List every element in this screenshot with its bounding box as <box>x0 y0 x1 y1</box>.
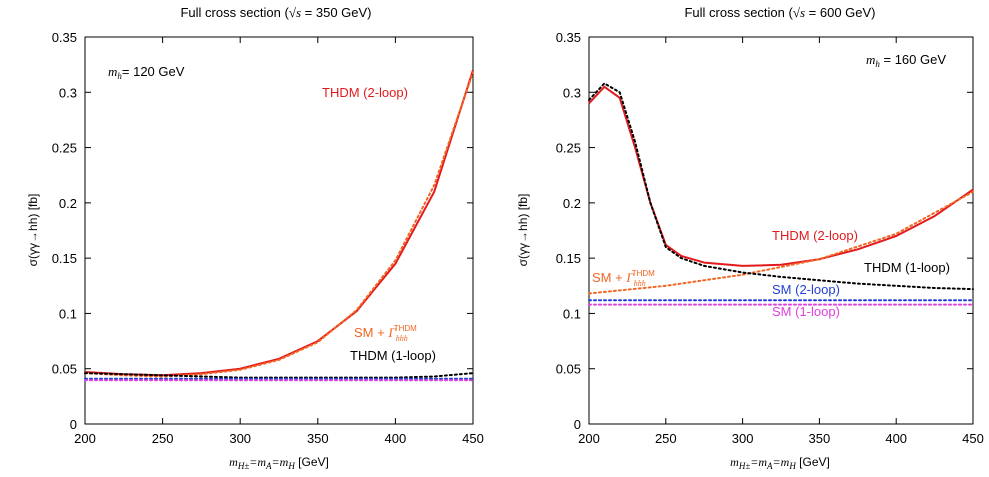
y-tick-label: 0.3 <box>563 85 581 100</box>
x-tick-label: 400 <box>385 431 407 446</box>
left-plot-frame <box>84 36 474 425</box>
y-tick-label: 0.05 <box>556 362 581 377</box>
left-label-thdm-2loop: THDM (2-loop) <box>322 85 408 100</box>
right-x-axis-label: mH±=mA=mH [GeV] <box>730 455 830 471</box>
y-tick-label: 0 <box>70 417 77 432</box>
y-tick-label: 0.3 <box>59 85 77 100</box>
series-line-sm <box>588 190 974 295</box>
right-plot-frame <box>588 36 974 425</box>
x-tick-label: 200 <box>74 431 96 446</box>
right-label-sm-2loop: SM (2-loop) <box>772 282 840 297</box>
y-tick-label: 0.35 <box>52 30 77 45</box>
x-tick-label: 300 <box>229 431 251 446</box>
x-tick-label: 250 <box>655 431 677 446</box>
y-tick-label: 0.35 <box>556 30 581 45</box>
y-tick-label: 0 <box>574 417 581 432</box>
right-ticks: 200 250 300 350 400 450 0 0.05 0.1 0.15 0.2 0.25 0.3… <box>556 30 984 446</box>
x-tick-label: 450 <box>962 431 984 446</box>
right-chart-title: Full cross section (√s = 600 GeV) <box>684 5 875 20</box>
series-line-thdm-2-loop <box>588 85 974 267</box>
y-tick-label: 0.2 <box>59 196 77 211</box>
left-series <box>84 69 474 382</box>
left-label-thdm-1loop: THDM (1-loop) <box>350 348 436 363</box>
right-series <box>588 82 974 306</box>
x-tick-label: 350 <box>307 431 329 446</box>
y-tick-label: 0.25 <box>556 141 581 156</box>
y-tick-label: 0.2 <box>563 196 581 211</box>
series-line-thdm-1-loop <box>588 82 974 291</box>
series-line-sm <box>84 71 474 378</box>
left-chart-title: Full cross section (√s = 350 GeV) <box>180 5 371 20</box>
y-tick-label: 0.15 <box>52 251 77 266</box>
left-ticks: 200 250 300 350 400 450 0 0.05 0.1 0.15 0.2 0.25 0.3… <box>52 30 484 446</box>
right-label-thdm-1loop: THDM (1-loop) <box>864 260 950 275</box>
right-chart: Full cross section (√s = 600 GeV) 200 250… <box>516 5 984 471</box>
x-tick-label: 300 <box>732 431 754 446</box>
right-label-sm-gamma: SM + ΓhhhTHDM <box>592 269 655 288</box>
right-label-thdm-2loop: THDM (2-loop) <box>772 228 858 243</box>
y-tick-label: 0.15 <box>556 251 581 266</box>
y-tick-label: 0.05 <box>52 362 77 377</box>
left-mh-annotation: mh= 120 GeV <box>108 64 185 81</box>
left-y-axis-label: σ(γγ→hh) [fb] <box>26 194 40 267</box>
right-label-sm-1loop: SM (1-loop) <box>772 304 840 319</box>
y-tick-label: 0.1 <box>563 306 581 321</box>
left-chart: Full cross section (√s = 350 GeV) 200 250… <box>26 5 484 471</box>
y-tick-label: 0.1 <box>59 306 77 321</box>
x-tick-label: 200 <box>578 431 600 446</box>
x-tick-label: 450 <box>462 431 484 446</box>
series-line-thdm-1-loop <box>84 372 474 379</box>
right-y-axis-label: σ(γγ→hh) [fb] <box>516 194 530 267</box>
right-mh-annotation: mh = 160 GeV <box>866 52 946 69</box>
left-label-sm-gamma: SM + ΓhhhTHDM <box>354 324 417 343</box>
x-tick-label: 400 <box>885 431 907 446</box>
x-tick-label: 250 <box>152 431 174 446</box>
y-tick-label: 0.25 <box>52 141 77 156</box>
left-x-axis-label: mH±=mA=mH [GeV] <box>229 455 329 471</box>
x-tick-label: 350 <box>809 431 831 446</box>
